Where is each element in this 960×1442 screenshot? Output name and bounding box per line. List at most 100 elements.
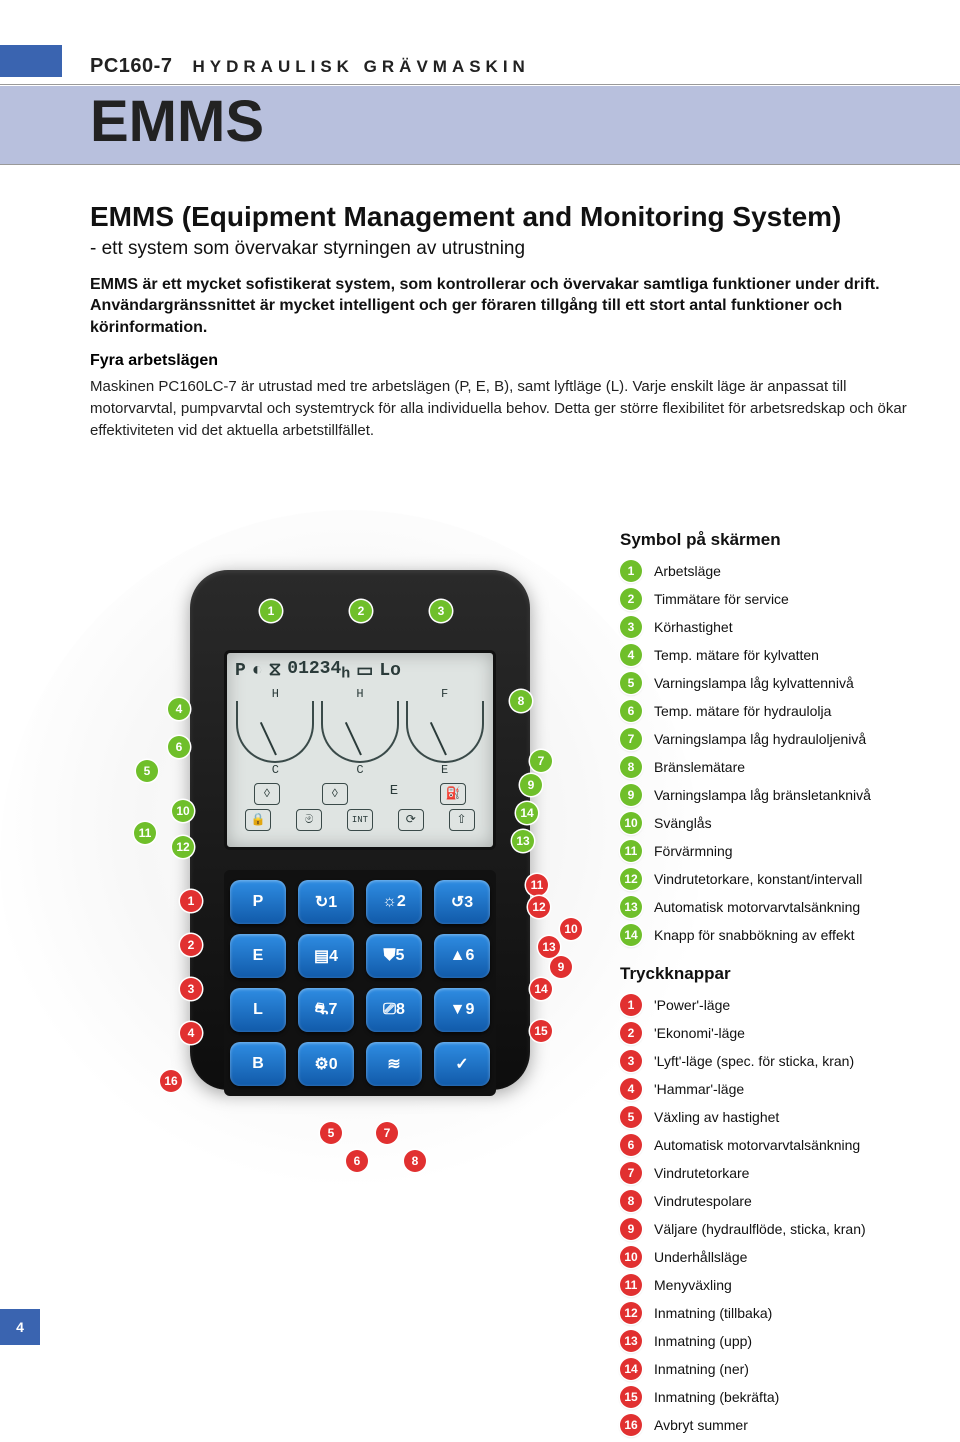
screen-callout-12: 12 (172, 836, 194, 858)
screen-callout-7: 7 (530, 750, 552, 772)
warn-hyd-icon: ◊ (322, 783, 348, 805)
legend-label: Temp. mätare för kylvatten (654, 647, 819, 663)
btn-menu[interactable]: ⚙0 (298, 1042, 354, 1086)
screen-callout-5: 5 (136, 760, 158, 782)
btn-l[interactable]: L (230, 988, 286, 1032)
legend-label: Underhållsläge (654, 1249, 747, 1265)
legend-label: Timmätare för service (654, 591, 789, 607)
screen-icon-row-1: ◊ ◊ E ⛽ (227, 777, 493, 805)
legend-number-dot: 8 (620, 1190, 642, 1212)
screen-top-row: P ◐ ⧖ 01234h ▭ Lo (227, 653, 493, 683)
legend-label: Automatisk motorvarvtalsänkning (654, 899, 860, 915)
btn-decel[interactable]: ☼2 (366, 880, 422, 924)
btn-b[interactable]: B (230, 1042, 286, 1086)
btn-p[interactable]: P (230, 880, 286, 924)
legend-row: 6Automatisk motorvarvtalsänkning (620, 1134, 910, 1156)
btn-wiper[interactable]: ▤4 (298, 934, 354, 978)
legend-row: 3'Lyft'-läge (spec. för sticka, kran) (620, 1050, 910, 1072)
legend-number-dot: 10 (620, 1246, 642, 1268)
legend-row: 15Inmatning (bekräfta) (620, 1386, 910, 1408)
legend-label: 'Power'-läge (654, 997, 730, 1013)
btn-speed[interactable]: ↻1 (298, 880, 354, 924)
battery-icon: ▭ (356, 660, 373, 682)
legend-row: 7Vindrutetorkare (620, 1162, 910, 1184)
button-callout-5: 5 (320, 1122, 342, 1144)
legend-row: 9Väljare (hydraulflöde, sticka, kran) (620, 1218, 910, 1240)
page-number: 4 (0, 1309, 40, 1345)
btn-maint[interactable]: ⎚8 (366, 988, 422, 1032)
legend-label: Varningslampa låg bränsletanknivå (654, 787, 871, 803)
legend-row: 10 Underhållsläge (620, 1246, 910, 1268)
legend-label: Menyväxling (654, 1277, 732, 1293)
screen-callout-9: 9 (520, 774, 542, 796)
auto-decel-icon: ⟳ (398, 809, 424, 831)
screen-callout-6: 6 (168, 736, 190, 758)
legend-row: 2'Ekonomi'-läge (620, 1022, 910, 1044)
mode-indicator: P (235, 661, 246, 681)
hour-meter: 01234h (287, 659, 350, 683)
swing-lock-icon: 🔒 (245, 809, 271, 831)
screen-icon-row-2: 🔒 ම INT ⟳ ⇧ (227, 805, 493, 835)
hourglass-icon: ⧖ (269, 660, 282, 681)
legend-row: 16Avbryt summer (620, 1414, 910, 1436)
legend-number-dot: 4 (620, 1078, 642, 1100)
header: PC160-7 HYDRAULISK GRÄVMASKIN (90, 55, 530, 78)
legend-label: Vindrutespolare (654, 1193, 752, 1209)
legend-number-dot: 13 (620, 1330, 642, 1352)
legend-number-dot: 12 (620, 1302, 642, 1324)
section-heading: EMMS (Equipment Management and Monitorin… (90, 200, 920, 234)
intro-paragraph: EMMS är ett mycket sofistikerat system, … (90, 274, 920, 339)
legend-row: 8Bränslemätare (620, 756, 910, 778)
screen-callout-1: 1 (260, 600, 282, 622)
legend-number-dot: 14 (620, 924, 642, 946)
fuel-gauge (406, 701, 484, 763)
model-code: PC160-7 (90, 55, 172, 77)
legend-label: Körhastighet (654, 619, 733, 635)
legend-number-dot: 15 (620, 1386, 642, 1408)
gauge-label: E (390, 783, 398, 805)
legend-row: 5Varningslampa låg kylvattennivå (620, 672, 910, 694)
legend-number-dot: 1 (620, 560, 642, 582)
legend-number-dot: 9 (620, 1218, 642, 1240)
legend-number-dot: 11 (620, 840, 642, 862)
legend-row: 11 Förvärmning (620, 840, 910, 862)
button-callout-3: 3 (180, 978, 202, 1000)
legend-number-dot: 11 (620, 1274, 642, 1296)
button-callout-15: 15 (530, 1020, 552, 1042)
btn-up[interactable]: ▲6 (434, 934, 490, 978)
preheat-icon: ම (296, 809, 322, 831)
screen-callout-11: 11 (134, 822, 156, 844)
legend-number-dot: 10 (620, 812, 642, 834)
legend-number-dot: 5 (620, 672, 642, 694)
legend-number-dot: 7 (620, 728, 642, 750)
btn-buzzer[interactable]: ≋ (366, 1042, 422, 1086)
button-callout-9: 9 (550, 956, 572, 978)
body-paragraph: Maskinen PC160LC-7 är utrustad med tre a… (90, 376, 920, 441)
btn-confirm[interactable]: ✓ (434, 1042, 490, 1086)
coolant-gauge (236, 701, 314, 763)
btn-washer[interactable]: ⛊5 (366, 934, 422, 978)
legend-number-dot: 8 (620, 756, 642, 778)
legend-number-dot: 6 (620, 1134, 642, 1156)
legend-label: Vindrutetorkare (654, 1165, 749, 1181)
button-callout-11: 11 (526, 874, 548, 896)
rule-top (0, 84, 960, 85)
legend-row: 14Knapp för snabbökning av effekt (620, 924, 910, 946)
legend-row: 3Körhastighet (620, 616, 910, 638)
legend-screen: Symbol på skärmen 1Arbetsläge2Timmätare … (620, 530, 910, 1442)
legend-number-dot: 13 (620, 896, 642, 918)
btn-back[interactable]: ↺3 (434, 880, 490, 924)
gauge-label: H (236, 687, 314, 701)
rule-under-band (0, 164, 960, 165)
button-callout-14: 14 (530, 978, 552, 1000)
legend-row: 8 Vindrutespolare (620, 1190, 910, 1212)
btn-down[interactable]: ▼9 (434, 988, 490, 1032)
legend-label: Avbryt summer (654, 1417, 748, 1433)
button-callout-12: 12 (528, 896, 550, 918)
content-block: EMMS (Equipment Management and Monitorin… (90, 200, 920, 442)
btn-select[interactable]: ⛐7 (298, 988, 354, 1032)
legend-row: 7Varningslampa låg hydrauloljenivå (620, 728, 910, 750)
btn-e[interactable]: E (230, 934, 286, 978)
legend-label: Förvärmning (654, 843, 733, 859)
legend-row: 12Inmatning (tillbaka) (620, 1302, 910, 1324)
